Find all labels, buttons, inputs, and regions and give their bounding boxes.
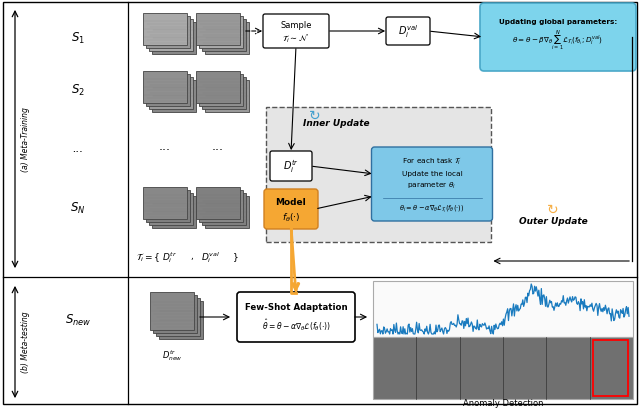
FancyBboxPatch shape — [270, 152, 312, 182]
Text: ...: ... — [72, 141, 84, 154]
Bar — [146, 191, 190, 222]
Bar — [143, 188, 187, 220]
Bar — [196, 14, 240, 46]
Text: $S_2$: $S_2$ — [71, 82, 85, 97]
Text: $D_i^{tr}$: $D_i^{tr}$ — [283, 158, 299, 175]
Text: Anomaly Detection: Anomaly Detection — [463, 398, 543, 407]
Text: ↻: ↻ — [309, 109, 321, 123]
Bar — [202, 78, 246, 110]
Text: Sample: Sample — [280, 21, 312, 30]
Bar — [159, 301, 203, 339]
Bar — [146, 75, 190, 107]
Text: $D_{new}^{tr}$: $D_{new}^{tr}$ — [162, 348, 182, 362]
Bar — [205, 81, 249, 113]
FancyBboxPatch shape — [237, 292, 355, 342]
Text: $\theta_i = \theta - \alpha \nabla_{\theta} \mathcal{L}_{\mathcal{T}_i}(f_{\thet: $\theta_i = \theta - \alpha \nabla_{\the… — [399, 203, 465, 214]
Bar — [199, 75, 243, 107]
FancyBboxPatch shape — [264, 189, 318, 229]
FancyBboxPatch shape — [480, 4, 636, 72]
Text: (a) Meta-Training: (a) Meta-Training — [20, 107, 29, 172]
Text: Inner Update: Inner Update — [303, 118, 369, 127]
Bar — [199, 191, 243, 222]
Bar — [153, 295, 197, 333]
FancyBboxPatch shape — [371, 148, 493, 221]
Bar — [205, 23, 249, 55]
Bar — [149, 193, 193, 225]
Bar — [143, 14, 187, 46]
Bar — [205, 196, 249, 229]
Bar — [146, 17, 190, 49]
Bar — [143, 72, 187, 104]
Bar — [373, 337, 633, 399]
Text: $D_i^{tr}$: $D_i^{tr}$ — [163, 250, 177, 265]
Text: ↻: ↻ — [547, 202, 559, 216]
Text: $S_N$: $S_N$ — [70, 200, 86, 215]
Bar — [593, 340, 628, 396]
Text: $\mathcal{T}_i = \{$: $\mathcal{T}_i = \{$ — [136, 251, 161, 264]
Text: Updating global parameters:: Updating global parameters: — [499, 19, 617, 25]
Text: parameter $\theta_i$: parameter $\theta_i$ — [408, 180, 456, 191]
Text: Outer Update: Outer Update — [518, 217, 588, 226]
Bar — [266, 107, 490, 242]
Text: $S_{new}$: $S_{new}$ — [65, 312, 92, 327]
Text: $S_1$: $S_1$ — [71, 30, 85, 45]
Bar — [373, 281, 633, 337]
Bar — [149, 78, 193, 110]
Text: $D_i^{val}$: $D_i^{val}$ — [200, 250, 220, 265]
Text: ...: ... — [212, 139, 224, 152]
Bar — [196, 72, 240, 104]
Text: ...: ... — [159, 139, 171, 152]
FancyBboxPatch shape — [263, 15, 329, 49]
Text: Update the local: Update the local — [402, 171, 462, 177]
Text: $D_i^{val}$: $D_i^{val}$ — [398, 24, 418, 40]
FancyBboxPatch shape — [386, 18, 430, 46]
Bar — [152, 23, 196, 55]
Bar — [152, 81, 196, 113]
Bar — [149, 20, 193, 52]
Bar — [150, 292, 194, 330]
Text: For each task $\mathcal{T}_i$: For each task $\mathcal{T}_i$ — [403, 155, 461, 166]
Text: $\mathcal{T}_i \sim \mathcal{N}$: $\mathcal{T}_i \sim \mathcal{N}$ — [282, 33, 310, 45]
Bar — [152, 196, 196, 229]
Text: $f_{\theta}(\cdot)$: $f_{\theta}(\cdot)$ — [282, 211, 300, 224]
Bar — [196, 188, 240, 220]
Text: Model: Model — [276, 198, 307, 207]
Text: (b) Meta-testing: (b) Meta-testing — [20, 310, 29, 372]
Text: $\}$: $\}$ — [232, 251, 239, 264]
Bar — [199, 17, 243, 49]
Text: $,$: $,$ — [190, 253, 194, 262]
Text: $\hat{\theta} = \theta - \alpha \nabla_{\theta} \mathcal{L}(f_{\theta}(\cdot))$: $\hat{\theta} = \theta - \alpha \nabla_{… — [262, 316, 330, 332]
Bar — [266, 107, 490, 242]
Text: Few-Shot Adaptation: Few-Shot Adaptation — [244, 303, 348, 312]
Bar — [202, 193, 246, 225]
Bar — [202, 20, 246, 52]
Bar — [156, 298, 200, 336]
Text: $\theta = \theta - \beta \nabla_{\theta} \sum_{i=1}^{N} \mathcal{L}_{\mathcal{T}: $\theta = \theta - \beta \nabla_{\theta}… — [513, 28, 604, 52]
